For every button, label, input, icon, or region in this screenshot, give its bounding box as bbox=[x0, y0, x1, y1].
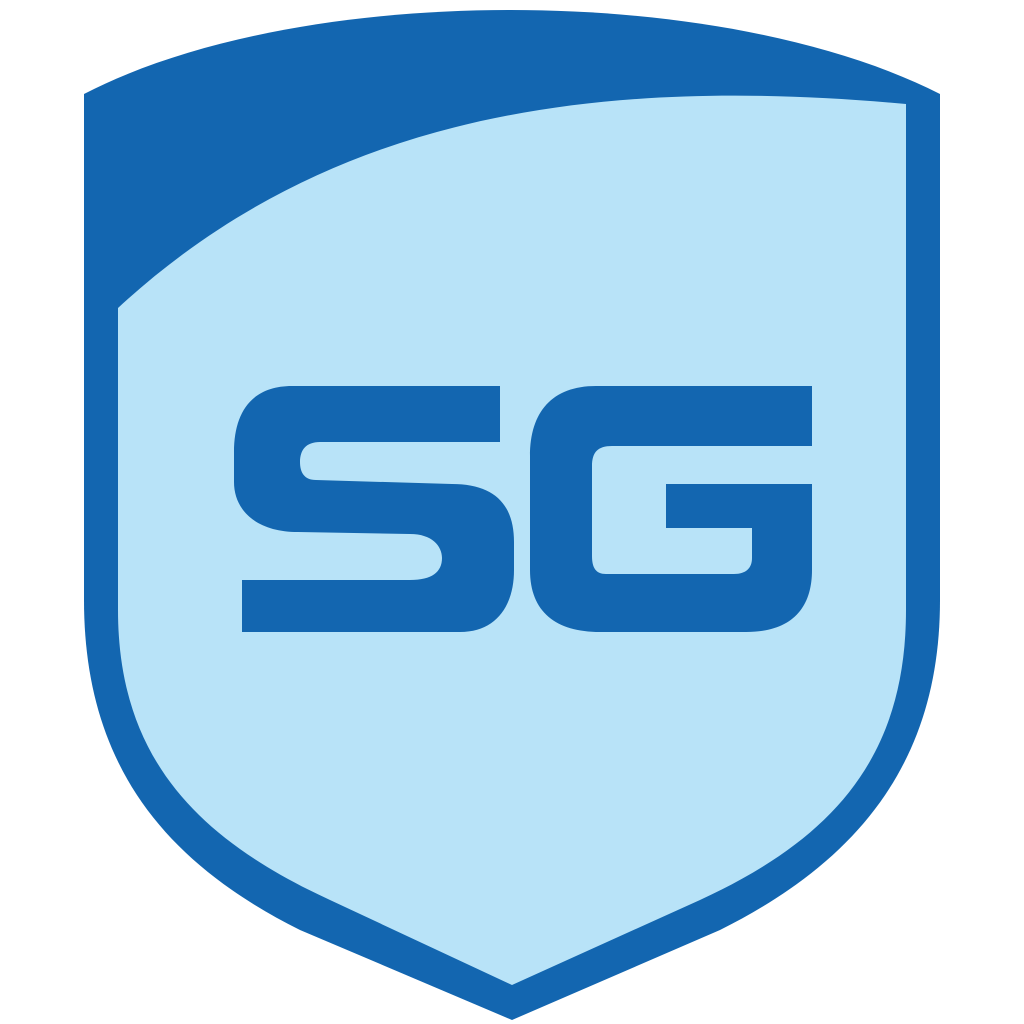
letter-s-icon bbox=[234, 386, 514, 632]
letter-g-icon bbox=[530, 386, 812, 632]
